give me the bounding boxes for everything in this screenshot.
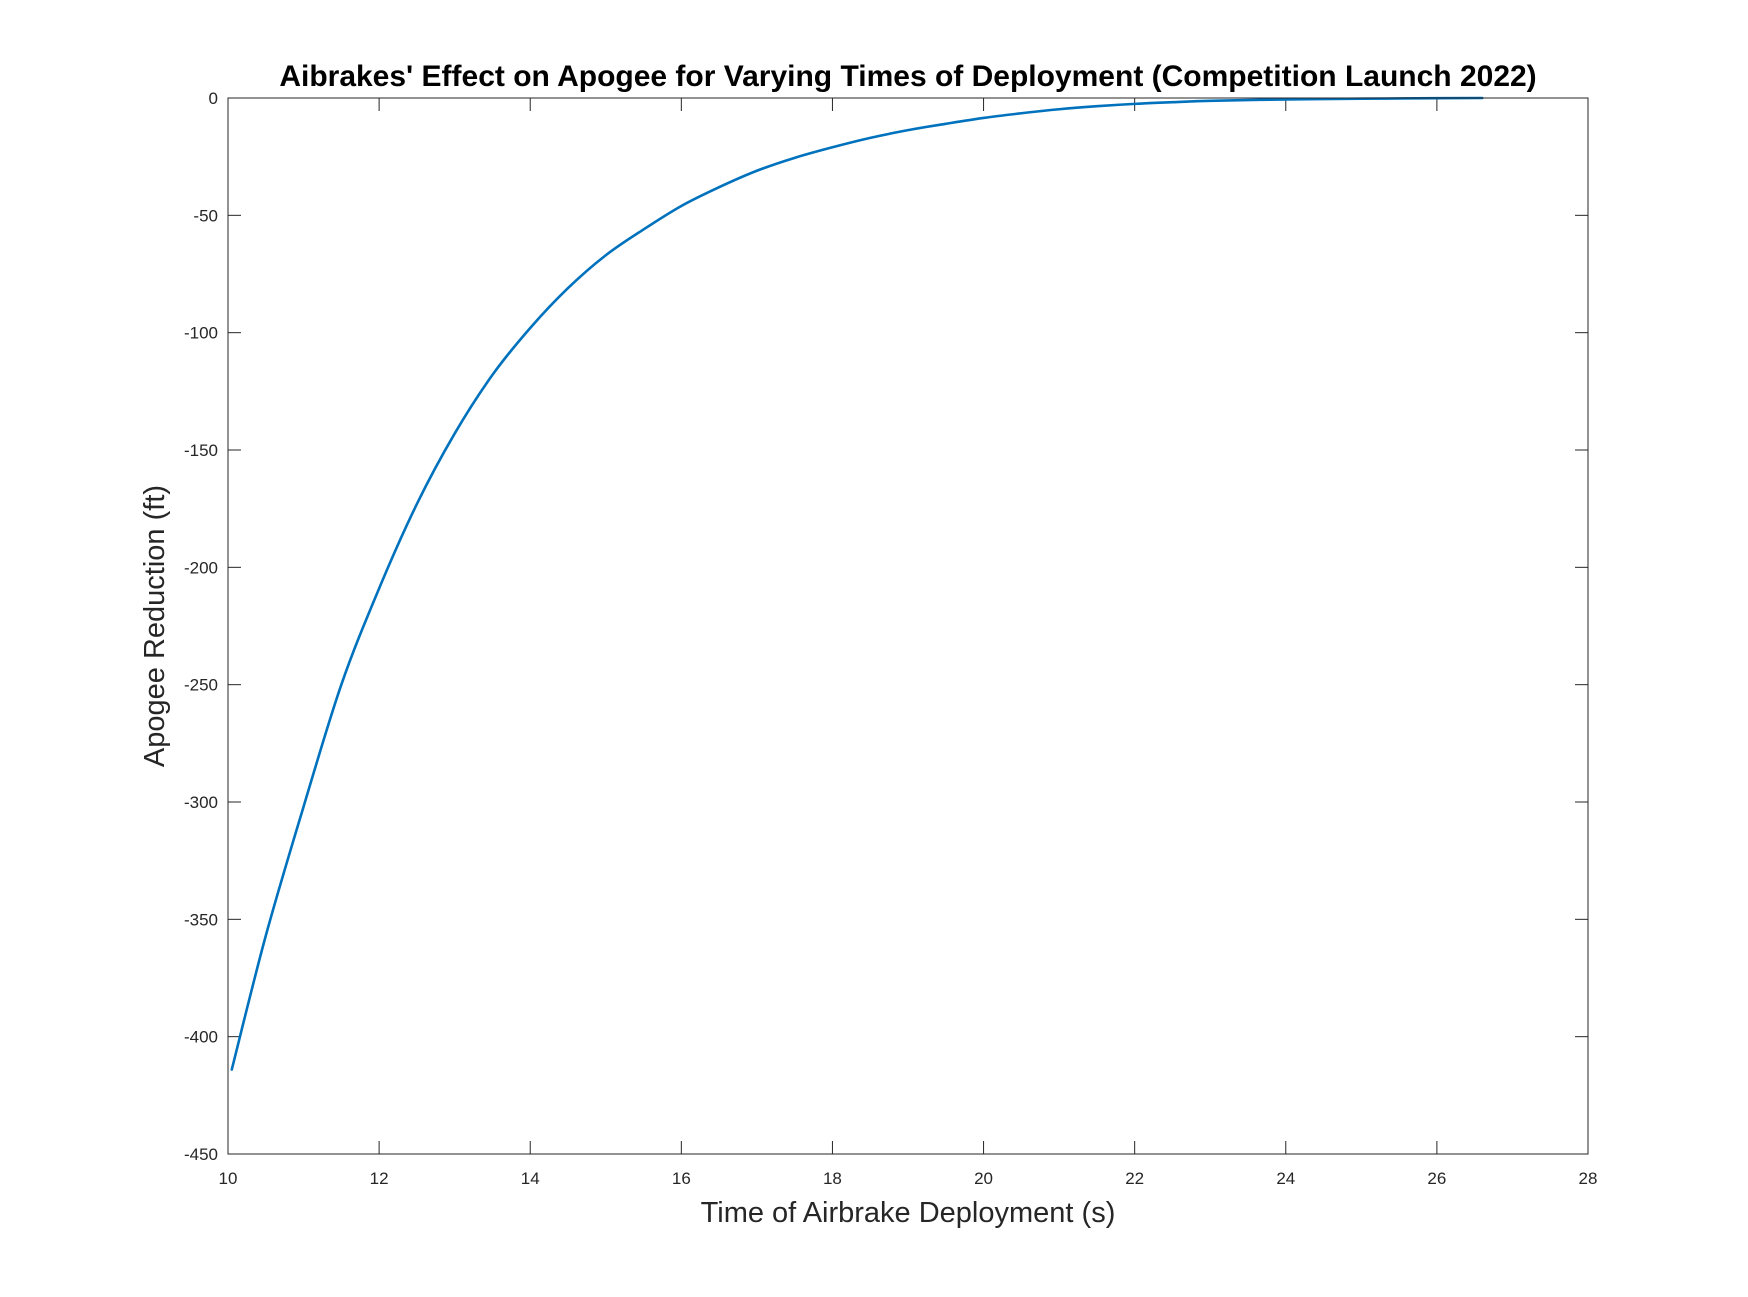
x-tick-labels: 10 12 14 16 18 20 22 24 26 28 xyxy=(219,1169,1598,1188)
y-tick-label: -100 xyxy=(184,324,218,343)
x-axis-label: Time of Airbrake Deployment (s) xyxy=(701,1197,1116,1229)
chart-title: Aibrakes' Effect on Apogee for Varying T… xyxy=(279,60,1536,93)
y-tick-label: 0 xyxy=(209,89,218,108)
plot-area xyxy=(228,98,1588,1154)
y-tick-label: -50 xyxy=(193,206,218,225)
y-tick-label: -150 xyxy=(184,441,218,460)
x-tick-label: 28 xyxy=(1579,1169,1598,1188)
x-tick-label: 20 xyxy=(974,1169,993,1188)
x-tick-label: 24 xyxy=(1276,1169,1295,1188)
y-tick-label: -400 xyxy=(184,1028,218,1047)
plot-frame xyxy=(227,97,1589,1155)
x-tick-label: 12 xyxy=(370,1169,389,1188)
x-tick-label: 26 xyxy=(1427,1169,1446,1188)
y-tick-label: -300 xyxy=(184,793,218,812)
x-tick-label: 16 xyxy=(672,1169,691,1188)
x-tick-label: 14 xyxy=(521,1169,540,1188)
x-tick-label: 10 xyxy=(219,1169,238,1188)
y-axis-label: Apogee Reduction (ft) xyxy=(139,485,171,767)
series-line xyxy=(230,96,1484,1071)
y-tick-label: -250 xyxy=(184,676,218,695)
x-tick-label: 18 xyxy=(823,1169,842,1188)
y-tick-label: -200 xyxy=(184,558,218,577)
x-tick-label: 22 xyxy=(1125,1169,1144,1188)
y-tick-label: -450 xyxy=(184,1145,218,1164)
y-tick-label: -350 xyxy=(184,910,218,929)
y-tick-labels: 0 -50 -100 -150 -200 -250 -300 -350 -400 -450 xyxy=(184,89,218,1164)
